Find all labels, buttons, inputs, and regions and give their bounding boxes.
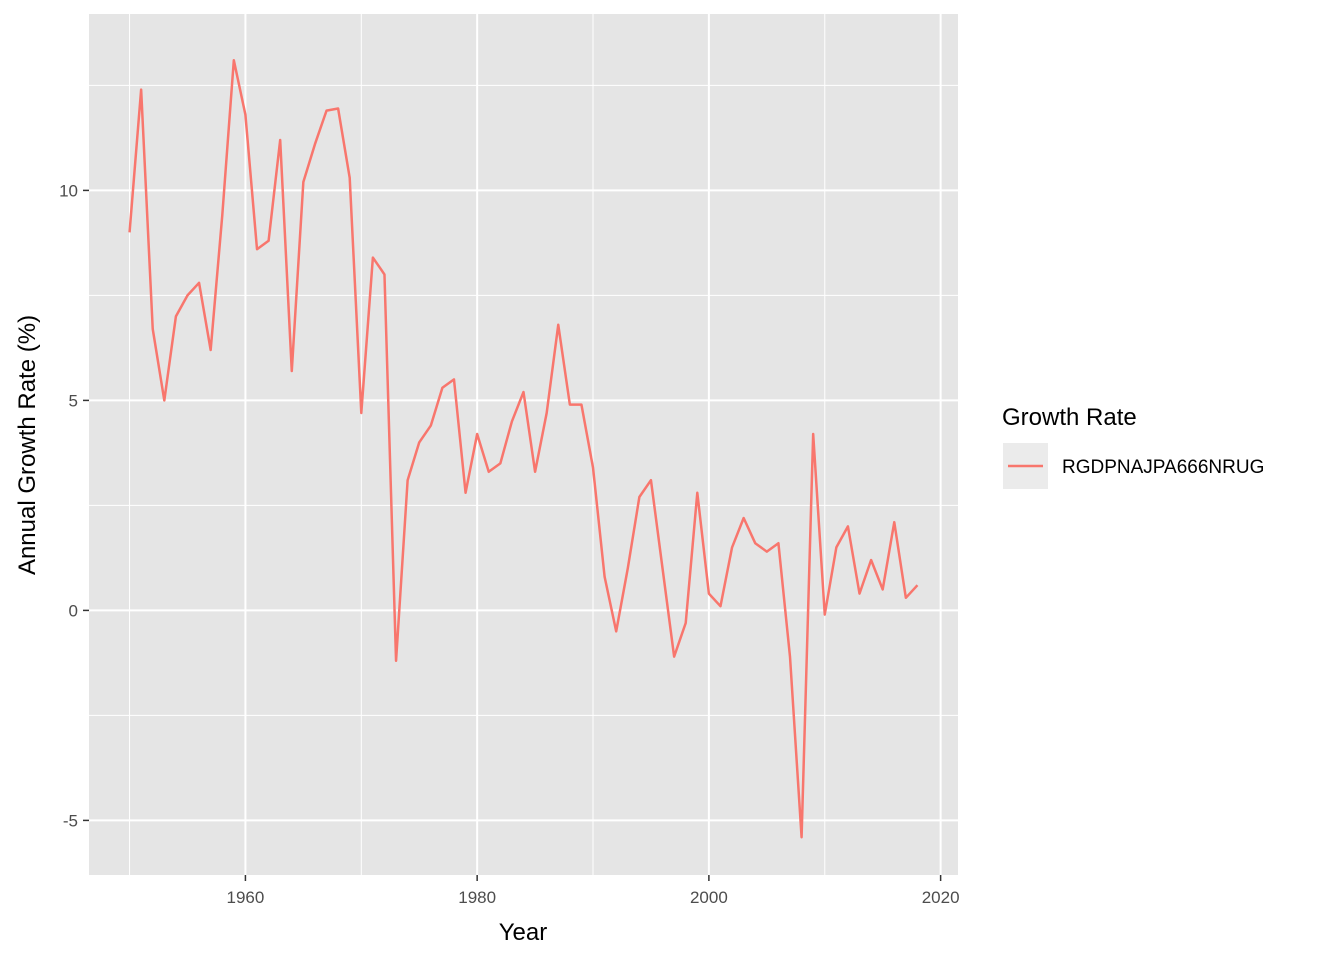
x-tick-label: 2000 [690, 888, 728, 907]
y-tick-label: 0 [69, 601, 78, 620]
x-tick-label: 1960 [227, 888, 265, 907]
legend: Growth Rate RGDPNAJPA666NRUG [1002, 404, 1264, 489]
x-axis-title: Year [499, 919, 548, 946]
plot-panel [89, 14, 958, 875]
legend-title: Growth Rate [1002, 404, 1137, 431]
y-axis-title: Annual Growth Rate (%) [14, 315, 41, 575]
x-tick-label: 1980 [458, 888, 496, 907]
y-tick-label: 10 [59, 181, 78, 200]
major-gridlines [89, 14, 958, 875]
x-axis-ticks: 1960 1980 2000 2020 [227, 875, 960, 907]
series-line [128, 58, 919, 839]
y-tick-label: 5 [69, 391, 78, 410]
y-tick-label: -5 [63, 811, 78, 830]
x-tick-label: 2020 [922, 888, 960, 907]
y-axis-ticks: -5 0 5 10 [59, 181, 89, 830]
minor-gridlines [89, 14, 958, 875]
legend-label: RGDPNAJPA666NRUG [1062, 457, 1264, 478]
